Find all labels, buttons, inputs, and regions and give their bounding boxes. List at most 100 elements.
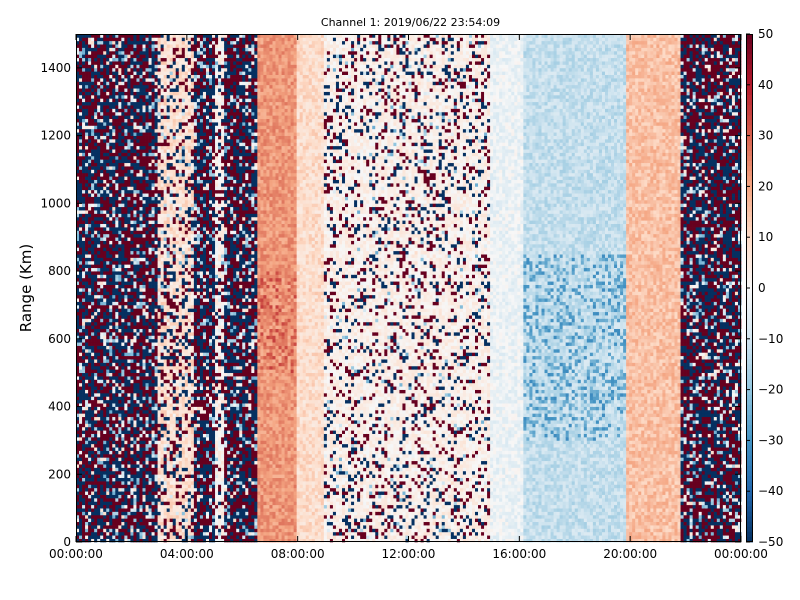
heatmap-cell [146, 64, 149, 68]
heatmap-cell [79, 346, 82, 350]
heatmap-cell [103, 227, 106, 231]
heatmap-cell [121, 278, 124, 282]
heatmap-cell [94, 271, 97, 275]
heatmap-cell [106, 109, 109, 113]
heatmap-cell [109, 254, 112, 258]
heatmap-cell [152, 383, 155, 387]
heatmap-cell [106, 363, 109, 367]
heatmap-cell [124, 41, 127, 45]
heatmap-cell [112, 359, 115, 363]
heatmap-cell [82, 356, 85, 360]
heatmap-cell [118, 92, 121, 96]
heatmap-cell [124, 369, 127, 373]
heatmap-cell [115, 183, 118, 187]
heatmap-cell [173, 149, 176, 153]
heatmap-cell [115, 454, 118, 458]
heatmap-cell [170, 169, 173, 173]
heatmap-cell [143, 285, 146, 289]
heatmap-cell [173, 95, 176, 99]
heatmap-cell [115, 203, 118, 207]
heatmap-cell [161, 109, 164, 113]
heatmap-cell [149, 268, 152, 272]
heatmap-cell [85, 129, 88, 133]
heatmap-cell [118, 457, 121, 461]
heatmap-cell [121, 136, 124, 140]
heatmap-cell [91, 417, 94, 421]
heatmap-cell [103, 379, 106, 383]
heatmap-cell [133, 329, 136, 333]
heatmap-cell [88, 98, 91, 102]
heatmap-cell [167, 146, 170, 150]
heatmap-cell [127, 464, 130, 468]
heatmap-cell [161, 193, 164, 197]
heatmap-cell [136, 51, 139, 55]
heatmap-cell [149, 71, 152, 75]
heatmap-cell [143, 105, 146, 109]
heatmap-cell [100, 261, 103, 265]
heatmap-cell [94, 474, 97, 478]
heatmap-cell [143, 166, 146, 170]
heatmap-cell [88, 268, 91, 272]
heatmap-cell [146, 417, 149, 421]
heatmap-cell [139, 132, 142, 136]
heatmap-cell [124, 481, 127, 485]
heatmap-cell [106, 515, 109, 519]
heatmap-cell [173, 268, 176, 272]
heatmap-cell [115, 495, 118, 499]
heatmap-cell [97, 264, 100, 268]
heatmap-cell [100, 119, 103, 123]
heatmap-cell [82, 518, 85, 522]
heatmap-cell [79, 71, 82, 75]
heatmap-cell [158, 447, 161, 451]
heatmap-cell [152, 498, 155, 502]
heatmap-cell [85, 474, 88, 478]
heatmap-cell [88, 522, 91, 526]
heatmap-cell [170, 491, 173, 495]
heatmap-cell [100, 346, 103, 350]
heatmap-cell [164, 471, 167, 475]
heatmap-cell [149, 447, 152, 451]
heatmap-cell [158, 254, 161, 258]
heatmap-cell [130, 176, 133, 180]
heatmap-cell [173, 41, 176, 45]
heatmap-cell [167, 427, 170, 431]
heatmap-cell [82, 102, 85, 106]
heatmap-cell [146, 156, 149, 160]
heatmap-cell [176, 505, 179, 509]
heatmap-cell [149, 58, 152, 62]
heatmap-cell [127, 244, 130, 248]
heatmap-cell [152, 109, 155, 113]
heatmap-cell [100, 129, 103, 133]
heatmap-cell [139, 163, 142, 167]
heatmap-cell [173, 71, 176, 75]
heatmap-cell [146, 139, 149, 143]
heatmap-cell [164, 393, 167, 397]
heatmap-cell [94, 274, 97, 278]
heatmap-cell [127, 285, 130, 289]
heatmap-cell [139, 183, 142, 187]
heatmap-cell [149, 302, 152, 306]
heatmap-cell [133, 213, 136, 217]
heatmap-cell [158, 295, 161, 299]
heatmap-cell [146, 373, 149, 377]
heatmap-cell [164, 268, 167, 272]
heatmap-cell [130, 41, 133, 45]
heatmap-cell [100, 525, 103, 529]
heatmap-cell [161, 501, 164, 505]
heatmap-cell [173, 339, 176, 343]
heatmap-cell [170, 386, 173, 390]
heatmap-cell [103, 518, 106, 522]
heatmap-cell [161, 417, 164, 421]
heatmap-cell [115, 81, 118, 85]
heatmap-cell [130, 518, 133, 522]
heatmap-cell [106, 444, 109, 448]
heatmap-cell [139, 434, 142, 438]
heatmap-cell [106, 153, 109, 157]
heatmap-cell [155, 98, 158, 102]
heatmap-cell [100, 339, 103, 343]
heatmap-cell [118, 369, 121, 373]
heatmap-cell [85, 363, 88, 367]
heatmap-cell [133, 261, 136, 265]
heatmap-cell [173, 430, 176, 434]
heatmap-cell [139, 119, 142, 123]
